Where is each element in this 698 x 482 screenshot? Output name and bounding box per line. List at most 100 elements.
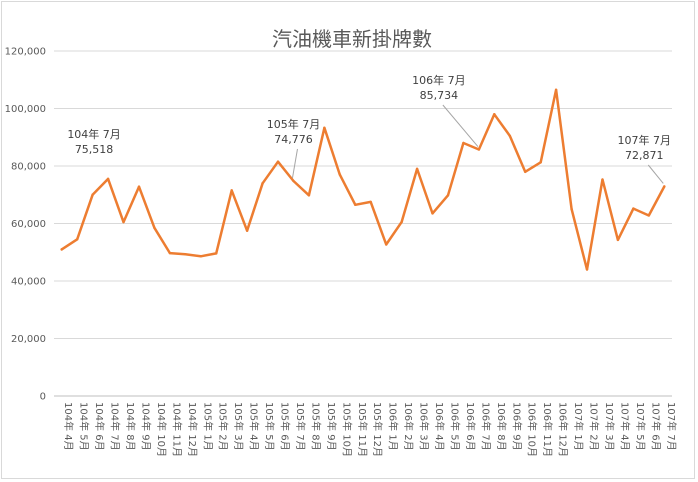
data-point — [230, 189, 233, 192]
data-point — [137, 185, 141, 188]
x-tick-label: 107年 7月 — [665, 402, 678, 451]
x-tick-label: 105年 8月 — [309, 402, 322, 451]
x-tick-label: 104年 11月 — [170, 402, 183, 457]
y-axis: 0 20,000 40,000 60,000 80,000 100,000 120,000 — [5, 47, 46, 403]
x-tick-label: 107年 6月 — [649, 402, 662, 451]
annotation-leader — [291, 148, 298, 179]
x-tick-label: 106年 12月 — [557, 402, 570, 457]
annotation-month: 105年 7月 — [267, 117, 321, 131]
x-tick-label: 105年 7月 — [294, 402, 307, 451]
data-point — [632, 207, 635, 210]
data-point — [261, 182, 264, 185]
data-point — [462, 141, 465, 145]
x-tick-label: 105年 12月 — [371, 402, 384, 457]
x-tick-label: 106年 1月 — [387, 402, 400, 451]
data-point — [338, 173, 342, 176]
annotation-value: 72,871 — [625, 149, 664, 162]
x-tick-label: 106年 10月 — [526, 402, 539, 457]
data-point — [524, 170, 527, 173]
x-tick-label: 105年 1月 — [201, 402, 214, 451]
data-point — [106, 177, 110, 181]
series-line-path — [60, 88, 666, 271]
y-tick-label: 60,000 — [11, 219, 46, 230]
data-point — [292, 179, 295, 183]
x-tick-label: 104年 5月 — [78, 402, 91, 451]
data-point — [446, 194, 450, 197]
x-tick-label: 106年 8月 — [495, 402, 508, 451]
x-tick-label: 107年 1月 — [572, 402, 585, 451]
data-point — [75, 238, 79, 241]
data-point — [323, 126, 326, 129]
annotation-value: 75,518 — [75, 143, 114, 156]
x-tick-label: 107年 3月 — [603, 402, 616, 451]
y-tick-label: 0 — [40, 392, 46, 403]
x-tick-label: 105年 11月 — [356, 402, 369, 457]
x-tick-label: 106年 11月 — [541, 402, 554, 457]
annotation-leader — [442, 104, 479, 147]
x-tick-label: 106年 4月 — [433, 402, 446, 451]
annotation-month: 106年 7月 — [412, 73, 466, 87]
x-tick-label: 105年 6月 — [279, 402, 292, 451]
x-tick-label: 106年 5月 — [448, 402, 461, 451]
x-tick-label: 104年 10月 — [155, 402, 168, 457]
x-tick-label: 104年 12月 — [186, 402, 199, 457]
x-tick-label: 106年 6月 — [464, 402, 477, 451]
annotation-leader — [647, 164, 664, 184]
data-point — [663, 185, 666, 188]
data-point — [400, 220, 403, 224]
x-tick-label: 107年 4月 — [618, 402, 631, 451]
x-tick-label: 104年 4月 — [62, 402, 75, 451]
x-tick-label: 106年 2月 — [402, 402, 415, 451]
x-tick-label: 105年 9月 — [325, 402, 338, 451]
annotation-month: 104年 7月 — [67, 127, 121, 141]
annotation-value: 74,776 — [274, 133, 313, 146]
data-point — [477, 148, 481, 151]
data-point — [307, 194, 311, 197]
data-point — [384, 243, 388, 246]
data-point — [508, 134, 511, 138]
x-tick-label: 107年 2月 — [588, 402, 601, 451]
data-point — [601, 178, 604, 181]
data-point — [153, 226, 156, 230]
data-point — [570, 207, 573, 211]
data-point — [431, 212, 434, 215]
x-tick-label: 104年 7月 — [109, 402, 122, 451]
x-tick-label: 105年 5月 — [263, 402, 276, 451]
y-tick-label: 20,000 — [11, 334, 46, 345]
x-tick-label: 106年 7月 — [479, 402, 492, 451]
data-point — [554, 88, 558, 92]
data-point — [168, 251, 172, 255]
data-point — [539, 161, 542, 164]
x-tick-label: 105年 2月 — [217, 402, 230, 451]
x-tick-label: 104年 6月 — [93, 402, 106, 451]
x-tick-label: 106年 3月 — [418, 402, 431, 451]
series-line — [60, 88, 666, 271]
y-tick-label: 80,000 — [11, 162, 46, 173]
data-point — [369, 200, 372, 204]
annotations: 104年 7月 75,518 105年 7月 74,776 106年 7月 85,734 1… — [67, 73, 672, 184]
data-point — [91, 193, 94, 196]
annotation-month: 107年 7月 — [618, 133, 672, 147]
data-point — [415, 167, 419, 171]
y-tick-label: 100,000 — [5, 104, 46, 115]
y-tick-label: 120,000 — [5, 47, 46, 58]
data-point — [215, 252, 218, 255]
y-tick-label: 40,000 — [11, 277, 46, 288]
data-point — [184, 253, 187, 256]
data-point — [493, 113, 496, 116]
chart-title: 汽油機車新掛牌數 — [272, 27, 432, 51]
data-point — [245, 229, 249, 232]
data-point — [354, 203, 357, 207]
x-tick-label: 107年 5月 — [634, 402, 647, 451]
data-point — [122, 220, 125, 224]
data-point — [199, 255, 202, 258]
x-axis: 104年 4月 104年 5月 104年 6月 104年 7月 104年 8月 104年 … — [62, 402, 678, 457]
data-point — [616, 238, 620, 242]
x-tick-label: 105年 4月 — [248, 402, 261, 451]
data-point — [585, 268, 589, 271]
data-point — [276, 160, 280, 163]
x-tick-label: 105年 3月 — [232, 402, 245, 451]
data-point — [60, 248, 63, 251]
